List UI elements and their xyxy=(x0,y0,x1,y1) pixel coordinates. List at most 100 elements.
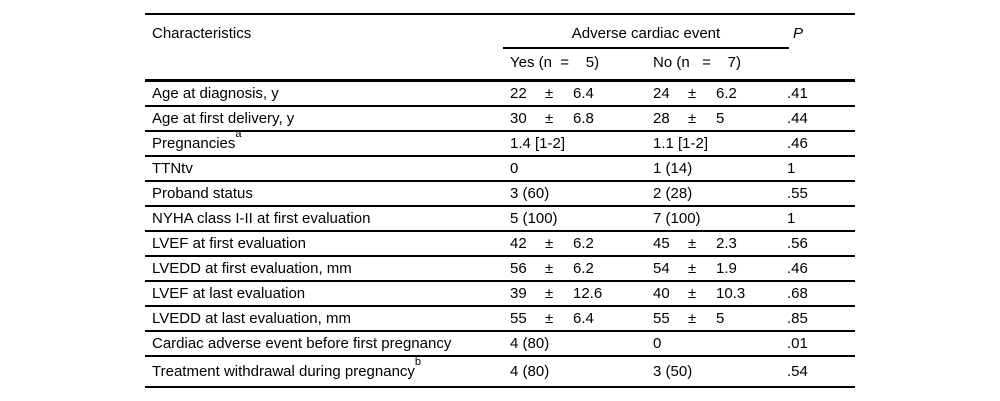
cell-characteristic: TTNtv xyxy=(145,160,510,177)
header-no-column: No (n = 7) xyxy=(653,54,741,71)
stat-val: 56 xyxy=(510,260,527,277)
cell-characteristic: LVEF at last evaluation xyxy=(145,285,510,302)
cell-p-value: .01 xyxy=(787,335,808,352)
cell-yes: 0 xyxy=(510,160,653,177)
stat-val: 30 xyxy=(510,110,527,127)
row-label: LVEF at last evaluation xyxy=(152,285,306,302)
cell-p-value: .44 xyxy=(787,110,808,127)
stat-val: 55 xyxy=(653,310,670,327)
cell-characteristic: Treatment withdrawal during pregnancyb xyxy=(145,357,510,381)
table-row: LVEF at first evaluation 42 ±6.2 45 ±2.3 .… xyxy=(145,232,855,257)
cell-p-value: .46 xyxy=(787,260,808,277)
cell-characteristic: Proband status xyxy=(145,185,510,202)
stat-sd: 6.2 xyxy=(573,235,594,252)
table-row: Pregnanciesa 1.4 [1-2] 1.1 [1-2] .46 xyxy=(145,129,855,157)
plus-minus-sign: ± xyxy=(688,85,697,102)
cell-p-value: .54 xyxy=(787,363,808,380)
row-label: TTNtv xyxy=(152,160,193,177)
cell-characteristic: LVEDD at last evaluation, mm xyxy=(145,310,510,327)
value-text: 4 (80) xyxy=(510,335,550,352)
row-label: Cardiac adverse event before first pregn… xyxy=(152,335,452,352)
spanner-rule xyxy=(503,47,789,49)
plus-minus-sign: ± xyxy=(545,85,554,102)
cell-characteristic: NYHA class I-II at first evaluation xyxy=(145,210,510,227)
stat-val: 42 xyxy=(510,235,527,252)
cell-p-value: 1 xyxy=(787,210,796,227)
value-text: 3 (60) xyxy=(510,185,550,202)
value-text: 1 (14) xyxy=(653,160,693,177)
stat-val: 28 xyxy=(653,110,670,127)
value-text: 0 xyxy=(653,335,662,352)
cell-no: 54 ±1.9 xyxy=(653,260,787,277)
cell-p-value: 1 xyxy=(787,160,796,177)
cell-p-value: .46 xyxy=(787,135,808,152)
value-text: 0 xyxy=(510,160,519,177)
stat-val: 54 xyxy=(653,260,670,277)
cell-characteristic: Cardiac adverse event before first pregn… xyxy=(145,335,510,352)
header-characteristics: Characteristics xyxy=(152,25,252,42)
table-row: LVEF at last evaluation 39 ±12.6 40 ±10.3 … xyxy=(145,282,855,307)
stat-sd: 10.3 xyxy=(716,285,746,302)
header-p-value: P xyxy=(793,25,804,42)
cell-no: 40 ±10.3 xyxy=(653,285,787,302)
cell-p-value: .55 xyxy=(787,185,808,202)
footnote-marker: a xyxy=(235,128,242,140)
value-text: 1.4 [1-2] xyxy=(510,135,566,152)
cell-yes: 55 ±6.4 xyxy=(510,310,653,327)
row-label: LVEDD at last evaluation, mm xyxy=(152,310,351,327)
cell-characteristic: Age at diagnosis, y xyxy=(145,85,510,102)
stat-val: 22 xyxy=(510,85,527,102)
stat-sd: 6.2 xyxy=(716,85,737,102)
table-row: LVEDD at first evaluation, mm 56 ±6.2 54 ±… xyxy=(145,257,855,282)
value-text: 1.1 [1-2] xyxy=(653,135,709,152)
plus-minus-sign: ± xyxy=(688,110,697,127)
row-label: Age at diagnosis, y xyxy=(152,85,279,102)
row-label: Age at first delivery, y xyxy=(152,110,295,127)
cell-characteristic: LVEF at first evaluation xyxy=(145,235,510,252)
stat-val: 45 xyxy=(653,235,670,252)
stat-sd: 6.4 xyxy=(573,85,594,102)
cell-no: 28 ±5 xyxy=(653,110,787,127)
stat-sd: 5 xyxy=(716,310,725,327)
cell-no: 1 (14) xyxy=(653,160,787,177)
stat-sd: 2.3 xyxy=(716,235,737,252)
cell-characteristic: Pregnanciesa xyxy=(145,129,510,153)
cell-characteristic: LVEDD at first evaluation, mm xyxy=(145,260,510,277)
row-label: LVEF at first evaluation xyxy=(152,235,306,252)
cell-p-value: .56 xyxy=(787,235,808,252)
stat-sd: 6.8 xyxy=(573,110,594,127)
cell-no: 0 xyxy=(653,335,787,352)
plus-minus-sign: ± xyxy=(545,260,554,277)
stat-val: 24 xyxy=(653,85,670,102)
characteristics-table: Characteristics Adverse cardiac event P … xyxy=(145,13,855,388)
table-row: Proband status 3 (60) 2 (28) .55 xyxy=(145,182,855,207)
plus-minus-sign: ± xyxy=(545,310,554,327)
cell-p-value: .68 xyxy=(787,285,808,302)
cell-yes: 56 ±6.2 xyxy=(510,260,653,277)
table-row: Cardiac adverse event before first pregn… xyxy=(145,332,855,357)
cell-yes: 5 (100) xyxy=(510,210,653,227)
table-row: TTNtv 0 1 (14) 1 xyxy=(145,157,855,182)
table-header: Characteristics Adverse cardiac event P … xyxy=(145,15,855,82)
stat-sd: 12.6 xyxy=(573,285,603,302)
row-label: Treatment withdrawal during pregnancy xyxy=(152,363,415,380)
cell-no: 55 ±5 xyxy=(653,310,787,327)
header-adverse-cardiac-event: Adverse cardiac event xyxy=(571,25,721,42)
stat-sd: 6.4 xyxy=(573,310,594,327)
cell-yes: 39 ±12.6 xyxy=(510,285,653,302)
cell-no: 3 (50) xyxy=(653,363,787,380)
cell-p-value: .41 xyxy=(787,85,808,102)
row-label: NYHA class I-II at first evaluation xyxy=(152,210,371,227)
table-row: Age at diagnosis, y 22 ±6.4 24 ±6.2 .41 xyxy=(145,82,855,107)
row-label: Proband status xyxy=(152,185,253,202)
table-row: Treatment withdrawal during pregnancyb 4… xyxy=(145,357,855,388)
stat-sd: 6.2 xyxy=(573,260,594,277)
plus-minus-sign: ± xyxy=(545,110,554,127)
row-label: LVEDD at first evaluation, mm xyxy=(152,260,352,277)
cell-no: 2 (28) xyxy=(653,185,787,202)
cell-p-value: .85 xyxy=(787,310,808,327)
cell-characteristic: Age at first delivery, y xyxy=(145,110,510,127)
cell-yes: 42 ±6.2 xyxy=(510,235,653,252)
cell-no: 24 ±6.2 xyxy=(653,85,787,102)
